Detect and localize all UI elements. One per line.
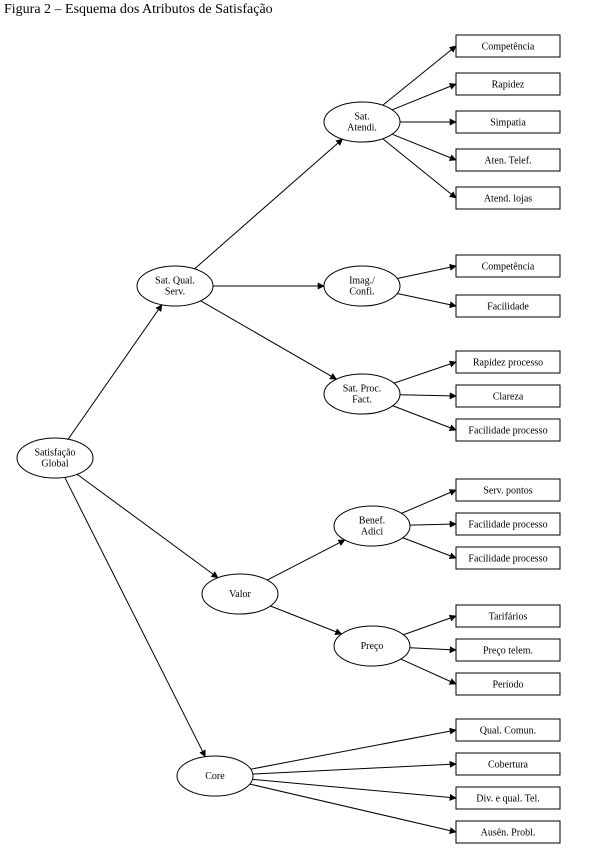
edge xyxy=(403,538,456,558)
node-label-qual: Sat. Qual.Serv. xyxy=(155,276,195,298)
edge xyxy=(401,490,456,513)
diagram-svg: SatisfaçãoGlobal Sat. Qual.Serv. Valor Core… xyxy=(0,24,594,852)
edge xyxy=(400,395,456,396)
edge xyxy=(253,764,456,774)
edge xyxy=(270,606,341,634)
edge xyxy=(392,134,456,160)
edge xyxy=(403,616,456,635)
node-label-imag: Imag./Confi. xyxy=(349,276,375,298)
leaf-label-l19: Div. e qual. Tel. xyxy=(476,793,539,804)
edge xyxy=(392,84,456,110)
leaf-label-l4: Aten. Telef. xyxy=(484,155,531,166)
leaf-label-l8: Rapidez processo xyxy=(473,357,543,368)
node-label-fact: Sat. Proc.Fact. xyxy=(343,384,382,406)
node-label-benef: Benef.Adici xyxy=(359,516,385,538)
node-label-valor: Valor xyxy=(229,589,251,600)
leaf-label-l16: Período xyxy=(492,679,523,690)
page: Figura 2 – Esquema dos Atributos de Sati… xyxy=(0,0,594,852)
shapes-layer xyxy=(17,35,560,843)
leaf-label-l14: Tarifários xyxy=(489,611,528,622)
figure-title: Figura 2 – Esquema dos Atributos de Sati… xyxy=(4,2,273,18)
edge xyxy=(383,46,456,105)
edge xyxy=(393,406,456,430)
edge xyxy=(68,305,162,439)
leaf-label-l6: Competência xyxy=(482,261,535,272)
leaf-label-l15: Preço telem. xyxy=(483,645,533,656)
leaf-label-l3: Simpatia xyxy=(490,117,526,128)
leaf-label-l7: Facilidade xyxy=(487,301,529,312)
leaf-label-l17: Qual. Comun. xyxy=(480,725,536,736)
leaf-label-l12: Facilidade processo xyxy=(468,519,547,530)
node-label-core: Core xyxy=(205,771,225,782)
edge xyxy=(401,659,456,684)
node-label-atend: Sat.Atendi. xyxy=(347,112,377,134)
edge xyxy=(410,648,456,650)
edges-layer xyxy=(65,46,456,832)
edge xyxy=(251,730,456,769)
edge xyxy=(65,477,206,756)
node-label-preco: Preço xyxy=(361,641,384,652)
edge xyxy=(397,293,456,306)
node-label-root: SatisfaçãoGlobal xyxy=(34,448,75,470)
edge xyxy=(410,524,456,525)
edge xyxy=(250,784,456,832)
leaf-label-l11: Serv. pontos xyxy=(483,485,532,496)
leaf-label-l13: Facilidade processo xyxy=(468,553,547,564)
leaf-label-l5: Atend. lojas xyxy=(484,193,532,204)
leaf-label-l9: Clareza xyxy=(493,391,524,402)
leaf-label-l18: Cobertura xyxy=(488,759,529,770)
leaf-label-l10: Facilidade processo xyxy=(468,425,547,436)
edge xyxy=(252,779,456,798)
leaf-label-l1: Competência xyxy=(482,41,535,52)
edge xyxy=(77,474,218,577)
edge xyxy=(267,540,345,580)
leaf-label-l20: Ausên. Probl. xyxy=(481,827,536,838)
edge xyxy=(383,139,456,198)
edge xyxy=(195,139,343,269)
edge xyxy=(397,266,456,279)
leaf-label-l2: Rapidez xyxy=(492,79,525,90)
edge xyxy=(394,362,456,383)
edge xyxy=(201,301,337,379)
